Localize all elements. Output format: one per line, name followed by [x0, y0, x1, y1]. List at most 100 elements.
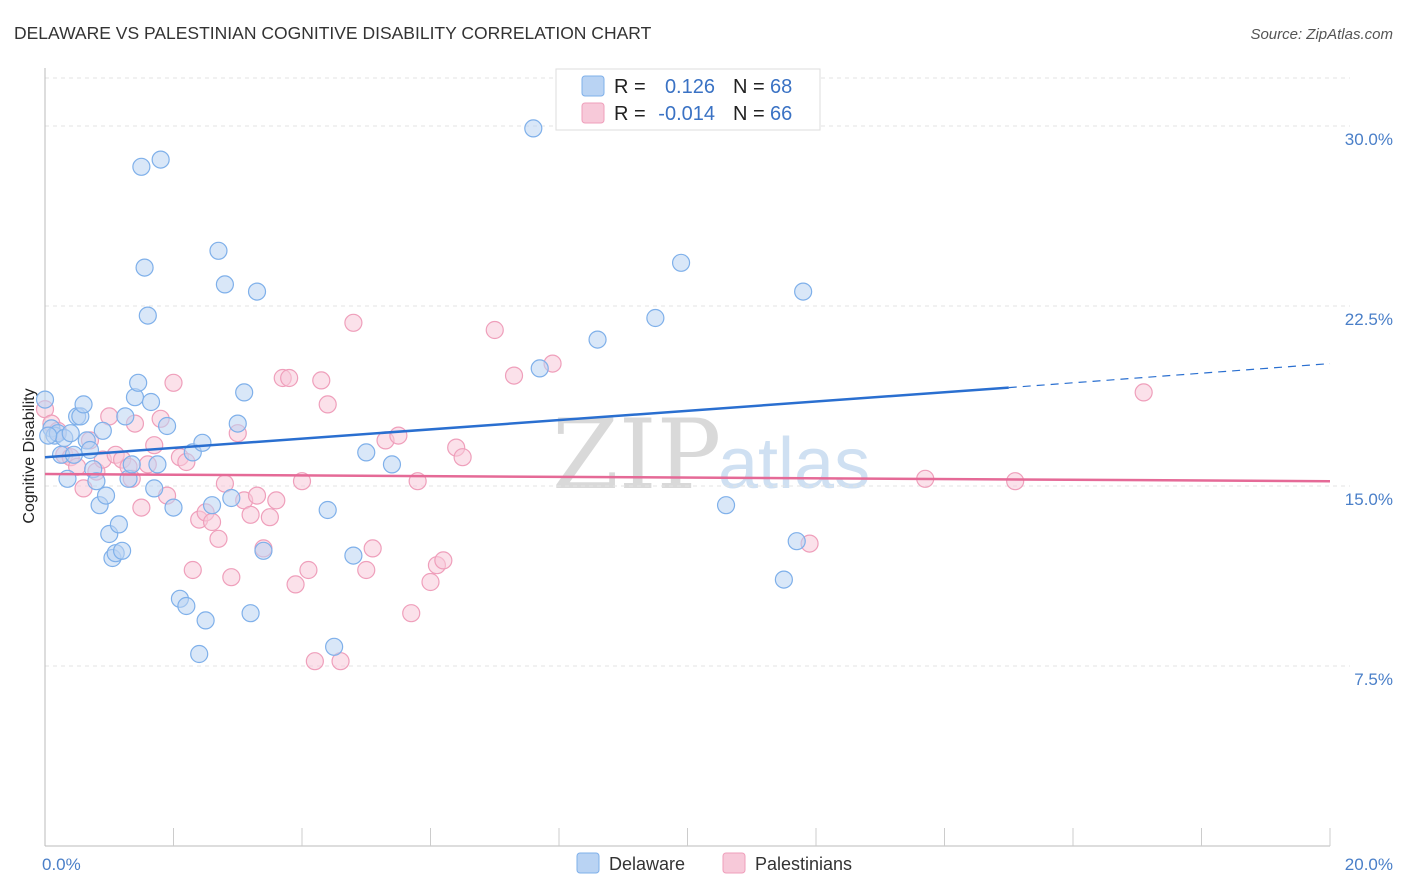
point-palestinians-59	[485, 320, 504, 340]
point-delaware-53	[318, 500, 337, 520]
point-delaware-54	[325, 637, 344, 656]
legend-r-value-palestinians: -0.014	[658, 103, 715, 125]
point-palestinians-48	[357, 560, 376, 580]
point-delaware-23	[112, 541, 132, 560]
point-palestinians-27	[202, 512, 222, 532]
point-palestinians-41	[292, 472, 312, 491]
gridlines	[45, 77, 1350, 667]
legend-swatch-delaware	[581, 75, 605, 97]
chart-source: Source: ZipAtlas.com	[1250, 26, 1393, 43]
point-delaware-26	[122, 455, 141, 474]
legend-bottom-label-palestinians: Palestinians	[755, 854, 852, 874]
point-delaware-34	[148, 455, 167, 474]
point-delaware-35	[151, 150, 170, 169]
y-tick-label-1: 15.0%	[1345, 490, 1393, 509]
legend-r-value-delaware: 0.126	[665, 76, 715, 98]
y-axis-label: Cognitive Disability	[21, 388, 38, 523]
point-palestinians-44	[312, 371, 331, 390]
point-delaware-55	[344, 546, 363, 565]
point-palestinians-28	[209, 529, 228, 548]
point-delaware-24	[116, 407, 135, 426]
point-delaware-66	[794, 282, 813, 301]
point-palestinians-40	[286, 575, 305, 594]
series-delaware	[35, 119, 813, 664]
point-delaware-15	[87, 472, 106, 491]
y-tick-label-2: 22.5%	[1345, 310, 1393, 329]
point-delaware-61	[646, 308, 665, 328]
point-palestinians-37	[267, 491, 286, 510]
point-delaware-46	[215, 275, 234, 294]
trend-line-delaware	[44, 386, 1009, 459]
point-delaware-36	[157, 416, 177, 436]
point-delaware-33	[145, 479, 164, 498]
legend-bottom-swatch-palestinians	[722, 852, 746, 874]
point-delaware-7	[61, 424, 80, 443]
point-delaware-17	[93, 421, 112, 440]
point-palestinians-45	[318, 395, 337, 414]
watermark: ZIP atlas	[552, 399, 870, 511]
legend-r-label-delaware: R =	[614, 76, 646, 98]
point-delaware-47	[222, 488, 241, 508]
x-tick-labels: 0.0% 20.0%	[42, 855, 1393, 874]
legend-bottom: Delaware Palestinians	[576, 852, 852, 874]
point-delaware-59	[530, 359, 549, 378]
point-palestinians-47	[344, 313, 363, 332]
point-delaware-57	[382, 455, 402, 474]
point-delaware-48	[228, 414, 247, 433]
point-delaware-62	[671, 253, 691, 272]
point-delaware-63	[716, 496, 736, 515]
legend-bottom-label-delaware: Delaware	[609, 854, 685, 874]
point-palestinians-60	[504, 366, 524, 385]
x-tick-label-0: 0.0%	[42, 855, 81, 874]
legend-n-value-delaware: 68	[770, 76, 792, 98]
watermark-atlas: atlas	[718, 424, 870, 504]
trend-line-delaware-extension	[1008, 363, 1331, 389]
watermark-zip: ZIP	[552, 399, 721, 511]
legend-n-label-palestinians: N =	[733, 103, 765, 125]
point-delaware-0	[35, 390, 55, 409]
legend-top: R = 0.126 N = 68 R = -0.014 N = 66	[555, 68, 821, 131]
point-palestinians-49	[363, 539, 382, 558]
point-delaware-64	[774, 570, 793, 589]
point-palestinians-52	[402, 604, 421, 623]
chart-title: DELAWARE VS PALESTINIAN COGNITIVE DISABI…	[14, 23, 652, 43]
trend-line-palestinians	[44, 472, 1331, 483]
point-palestinians-51	[389, 426, 408, 445]
point-delaware-30	[135, 258, 154, 277]
point-delaware-43	[196, 611, 215, 630]
point-palestinians-33	[241, 505, 260, 524]
point-delaware-49	[235, 383, 254, 402]
trend-lines	[44, 363, 1331, 483]
point-delaware-67	[39, 426, 58, 445]
point-delaware-18	[96, 486, 116, 505]
point-delaware-41	[190, 644, 209, 664]
point-palestinians-18	[145, 436, 164, 455]
point-delaware-13	[80, 440, 100, 460]
point-palestinians-36	[260, 508, 279, 527]
legend-n-value-palestinians: 66	[770, 103, 792, 125]
y-tick-label-3: 30.0%	[1345, 130, 1393, 149]
point-palestinians-65	[1134, 383, 1153, 402]
legend-bottom-swatch-delaware	[576, 852, 600, 874]
point-delaware-22	[109, 515, 128, 534]
point-palestinians-56	[434, 551, 453, 570]
point-delaware-56	[357, 443, 376, 462]
point-delaware-51	[247, 282, 267, 301]
point-delaware-44	[202, 496, 222, 515]
point-palestinians-39	[280, 368, 299, 388]
point-palestinians-16	[132, 498, 151, 517]
point-palestinians-54	[421, 572, 440, 592]
point-delaware-28	[129, 373, 148, 392]
legend-r-label-palestinians: R =	[614, 103, 646, 125]
point-delaware-39	[177, 596, 196, 616]
point-delaware-42	[193, 433, 212, 452]
point-palestinians-21	[164, 373, 183, 392]
point-delaware-58	[524, 119, 543, 138]
point-delaware-65	[787, 532, 806, 551]
point-delaware-31	[138, 306, 157, 325]
point-palestinians-43	[305, 652, 324, 671]
point-delaware-50	[241, 604, 260, 623]
legend-swatch-palestinians	[581, 102, 605, 124]
y-tick-label-0: 7.5%	[1354, 670, 1393, 689]
